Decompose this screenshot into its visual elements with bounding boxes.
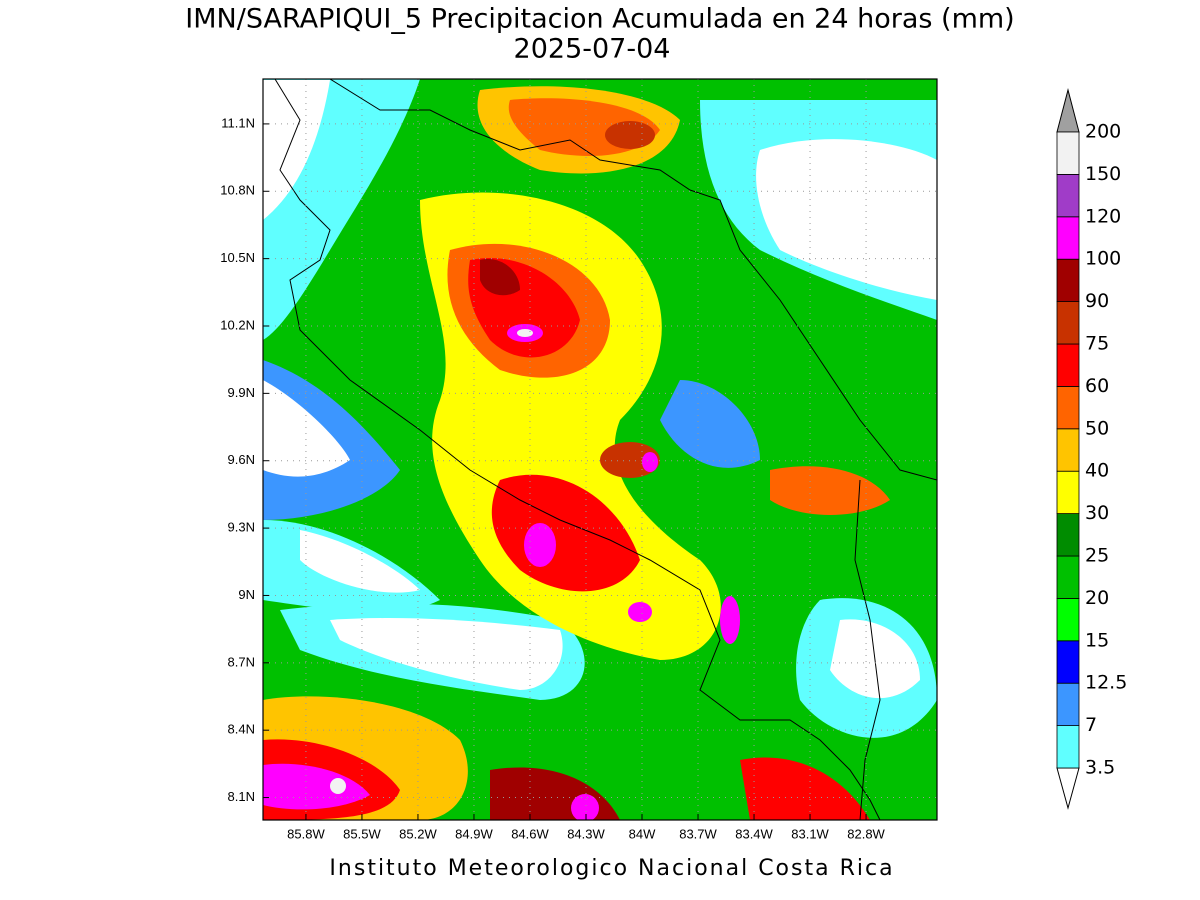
footer: Instituto Meteorologico Nacional Costa R… xyxy=(329,856,894,881)
chart-title: IMN/SARAPIQUI_5 Precipitacion Acumulada … xyxy=(185,4,1014,35)
colorbar-label: 3.5 xyxy=(1085,757,1115,779)
grid xyxy=(263,79,937,820)
y-tick-label: 8.1N xyxy=(228,789,255,804)
field-patch xyxy=(660,380,760,468)
x-tick-label: 82.8W xyxy=(847,826,885,841)
colorbar-segment xyxy=(1056,173,1080,218)
coastline xyxy=(329,79,937,481)
field-patch xyxy=(605,121,655,149)
colorbar-label: 150 xyxy=(1085,163,1121,185)
x-tick-label: 85.2W xyxy=(399,826,437,841)
field-patch xyxy=(330,618,563,690)
chart-subtitle: 2025-07-04 xyxy=(514,34,671,65)
field-patch xyxy=(263,80,330,220)
x-tick-label: 85.5W xyxy=(343,826,381,841)
y-tick-label: 9N xyxy=(238,587,255,602)
x-tick-label: 84.9W xyxy=(455,826,493,841)
field-patch xyxy=(300,530,420,593)
colorbar-label: 120 xyxy=(1085,205,1121,227)
colorbar-segment xyxy=(1056,343,1080,387)
field-patch xyxy=(517,329,533,337)
colorbar-label: 20 xyxy=(1085,587,1109,609)
colorbar-segment xyxy=(1056,216,1080,260)
y-tick-label: 9.3N xyxy=(228,520,255,535)
field-patch xyxy=(642,452,658,472)
colorbar-segment xyxy=(1056,640,1080,684)
colorbar-segment xyxy=(1056,301,1080,345)
field-patch xyxy=(740,757,870,820)
field-patch xyxy=(571,794,599,820)
colorbar-label: 12.5 xyxy=(1085,672,1127,694)
colorbar-over xyxy=(1056,88,1080,133)
colorbar-under xyxy=(1056,767,1080,810)
field-patch xyxy=(770,466,890,515)
y-tick-label: 8.4N xyxy=(228,722,255,737)
colorbar-label: 90 xyxy=(1085,290,1109,312)
colorbar-label: 60 xyxy=(1085,375,1109,397)
y-tick-label: 9.6N xyxy=(228,452,255,467)
x-tick-label: 85.8W xyxy=(287,826,325,841)
field-patch xyxy=(720,596,740,644)
map-frame xyxy=(262,78,938,821)
border xyxy=(854,479,881,820)
x-tick-label: 83.4W xyxy=(735,826,773,841)
x-tick-label: 83.7W xyxy=(679,826,717,841)
field-patch xyxy=(756,139,937,300)
field-patch xyxy=(263,763,370,810)
colorbar-label: 40 xyxy=(1085,460,1109,482)
colorbar-label: 100 xyxy=(1085,248,1121,270)
coastline xyxy=(274,79,881,820)
colorbar-label: 30 xyxy=(1085,502,1109,524)
colorbar-segment xyxy=(1056,131,1080,175)
colorbar-label: 7 xyxy=(1085,714,1097,736)
field-patch xyxy=(263,380,350,477)
x-tick-label: 84.6W xyxy=(511,826,549,841)
colorbar-segment xyxy=(1056,258,1080,303)
colorbar-segment xyxy=(1056,555,1080,599)
colorbar-label: 50 xyxy=(1085,417,1109,439)
field-patch xyxy=(524,523,556,567)
field-patch xyxy=(628,602,652,622)
colorbar-label: 25 xyxy=(1085,545,1109,567)
y-tick-label: 9.9N xyxy=(228,385,255,400)
y-tick-label: 8.7N xyxy=(228,654,255,669)
y-tick-label: 10.2N xyxy=(220,317,255,332)
y-tick-label: 11.1N xyxy=(221,115,255,130)
colorbar-segment xyxy=(1056,428,1080,472)
x-tick-label: 84.3W xyxy=(567,826,605,841)
x-tick-label: 84W xyxy=(629,826,656,841)
colorbar-segment xyxy=(1056,598,1080,642)
y-tick-label: 10.5N xyxy=(220,250,255,265)
colorbar-segment xyxy=(1056,725,1080,769)
colorbar-label: 15 xyxy=(1085,629,1109,651)
colorbar-segment xyxy=(1056,682,1080,727)
colorbar-segment xyxy=(1056,470,1080,515)
colorbar-label: 75 xyxy=(1085,333,1109,355)
field-patch xyxy=(330,778,346,794)
x-tick-label: 83.1W xyxy=(791,826,829,841)
colorbar-segment xyxy=(1056,385,1080,430)
precip-field xyxy=(263,79,937,820)
colorbar: 3.5 7 12.5 15 20 25 30 40 50 60 75 90 100 120 150 200 xyxy=(1056,88,1127,810)
y-tick-label: 10.8N xyxy=(220,183,255,198)
colorbar-segment xyxy=(1056,513,1080,557)
colorbar-label: 200 xyxy=(1085,121,1121,143)
field-patch xyxy=(480,259,520,296)
